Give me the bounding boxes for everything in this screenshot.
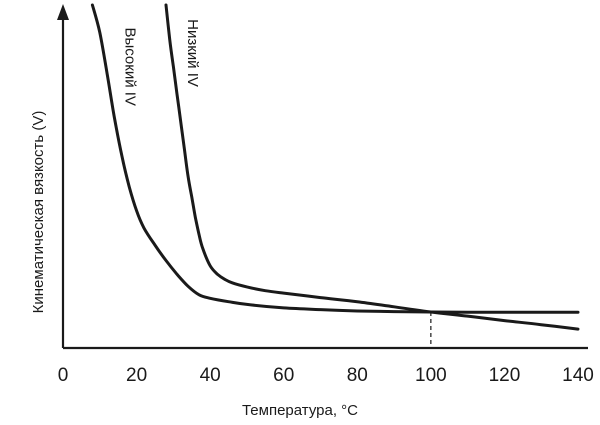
x-axis-title: Температура, °C (242, 402, 358, 419)
series-label-low-iv: Низкий IV (184, 19, 201, 87)
x-tick-labels: 0 20 40 60 80 100 120 140 (58, 365, 594, 386)
series-group: Высокий IV Низкий IV (90, 3, 580, 331)
x-tick-label-120: 120 (489, 365, 521, 386)
y-axis-title: Кинематическая вязкость (V) (30, 111, 47, 314)
series-label-high-iv: Высокий IV (122, 27, 139, 105)
x-tick-label-40: 40 (200, 365, 221, 386)
x-tick-label-0: 0 (58, 365, 69, 386)
x-tick-label-140: 140 (562, 365, 594, 386)
series-line-low-iv (164, 3, 580, 331)
y-axis-arrow (57, 4, 69, 20)
x-tick-label-80: 80 (347, 365, 368, 386)
x-tick-label-60: 60 (273, 365, 294, 386)
x-tick-label-100: 100 (415, 365, 447, 386)
x-tick-label-20: 20 (126, 365, 147, 386)
series-line-high-iv (90, 3, 580, 314)
